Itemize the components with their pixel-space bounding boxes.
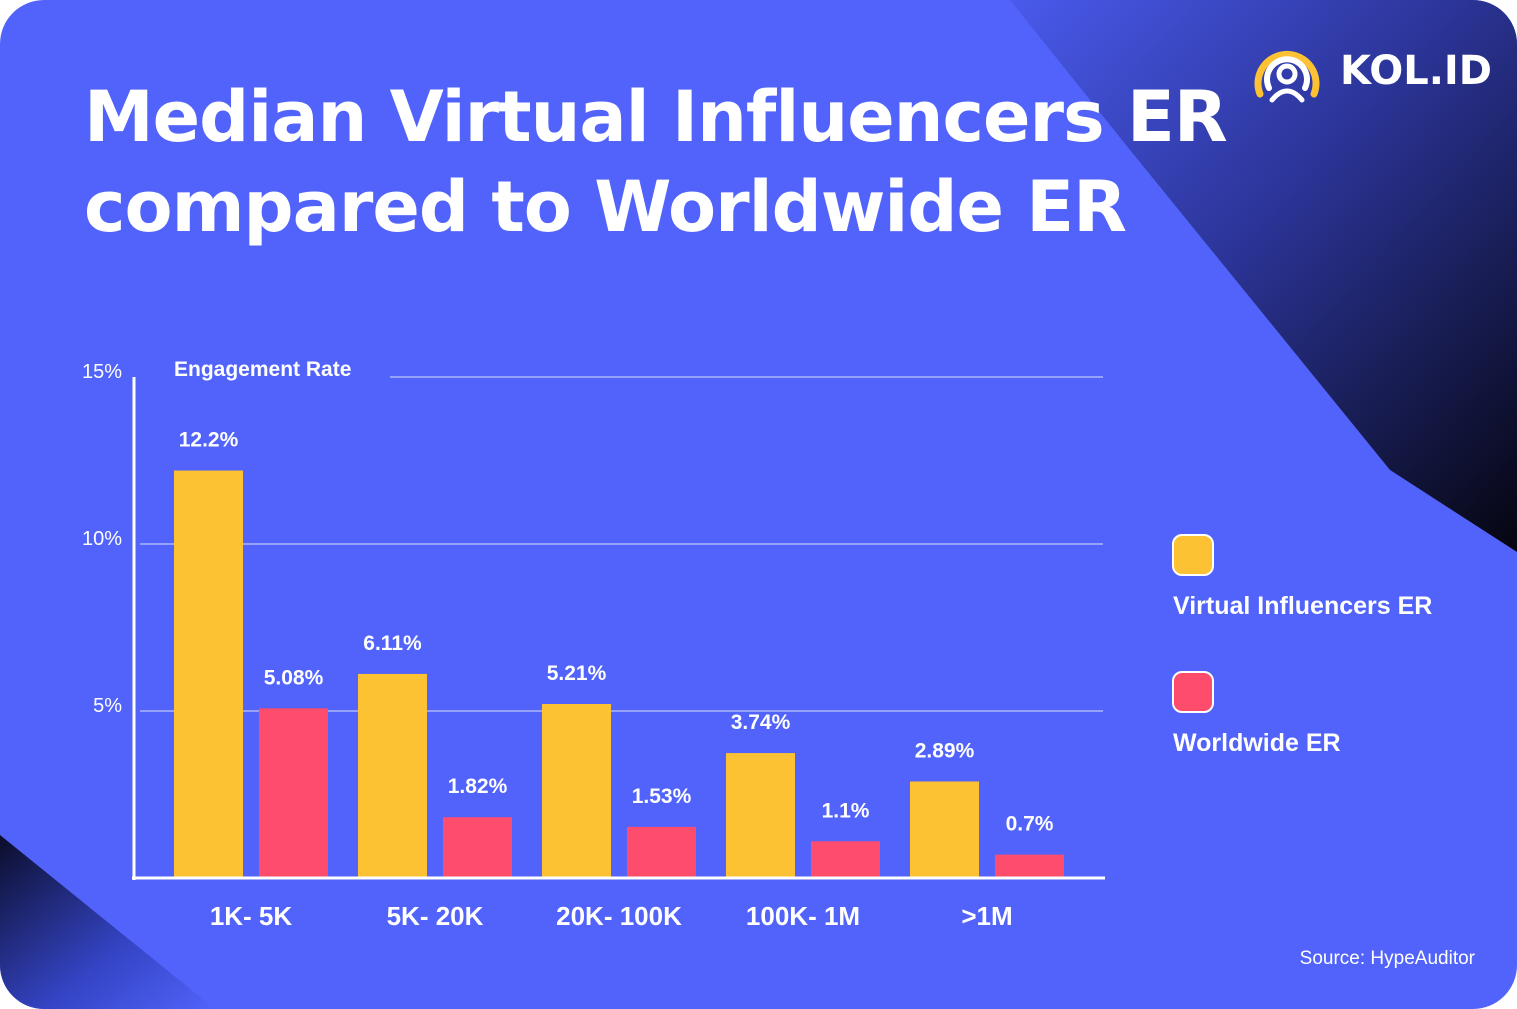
x-category-label: 5K- 20K xyxy=(387,901,484,931)
legend-label-virtual: Virtual Influencers ER xyxy=(1173,592,1433,620)
y-tick-label: 10% xyxy=(82,528,122,550)
legend-swatch-virtual xyxy=(1172,534,1214,576)
data-label: 6.11% xyxy=(363,632,422,655)
data-label: 2.89% xyxy=(915,739,975,762)
bar xyxy=(910,781,979,878)
bars xyxy=(174,470,1064,878)
legend-item-worldwide: Worldwide ER xyxy=(1172,671,1492,808)
y-axis-title: Engagement Rate xyxy=(174,358,352,381)
y-tick-label: 15% xyxy=(82,361,122,383)
chart-labels: 5% 10% 15% 12.2% 5.08% 1K- 5K 6.11% 1.82% 5K- 20… xyxy=(82,361,1054,931)
bar xyxy=(443,817,512,878)
bar xyxy=(174,470,243,878)
data-label: 5.08% xyxy=(264,666,324,689)
bar xyxy=(358,673,427,878)
broadcast-person-icon xyxy=(1254,50,1320,103)
page-title: Median Virtual Influencers ER compared t… xyxy=(84,72,1234,252)
grid-lines xyxy=(140,376,1103,712)
y-tick-label: 5% xyxy=(93,695,122,717)
data-label: 1.82% xyxy=(448,775,508,798)
bar xyxy=(259,708,328,878)
legend-label-worldwide: Worldwide ER xyxy=(1173,729,1341,757)
x-category-label: 100K- 1M xyxy=(746,901,860,931)
legend: Virtual Influencers ER Worldwide ER xyxy=(1172,534,1492,808)
bar xyxy=(995,854,1064,878)
bar xyxy=(811,841,880,878)
x-category-label: 20K- 100K xyxy=(556,901,682,931)
title-line-2: compared to Worldwide ER xyxy=(84,166,1127,248)
bar xyxy=(542,703,611,878)
bottom-left-shadow xyxy=(0,835,215,1009)
bar xyxy=(726,753,795,878)
data-label: 3.74% xyxy=(731,711,791,734)
data-label: 0.7% xyxy=(1006,813,1054,836)
title-line-1: Median Virtual Influencers ER xyxy=(84,76,1228,158)
brand-name: KOL.ID xyxy=(1340,48,1492,94)
x-category-label: >1M xyxy=(961,901,1012,931)
data-label: 1.53% xyxy=(632,785,692,808)
x-category-label: 1K- 5K xyxy=(210,901,293,931)
top-right-shadow xyxy=(1010,0,1517,552)
data-label: 12.2% xyxy=(179,429,239,452)
axes xyxy=(132,377,1105,880)
legend-swatch-worldwide xyxy=(1172,671,1214,713)
data-label: 1.1% xyxy=(822,799,870,822)
data-label: 5.21% xyxy=(547,662,607,685)
bar xyxy=(627,826,696,878)
source-note: Source: HypeAuditor xyxy=(1299,948,1475,969)
legend-item-virtual: Virtual Influencers ER xyxy=(1172,534,1492,671)
